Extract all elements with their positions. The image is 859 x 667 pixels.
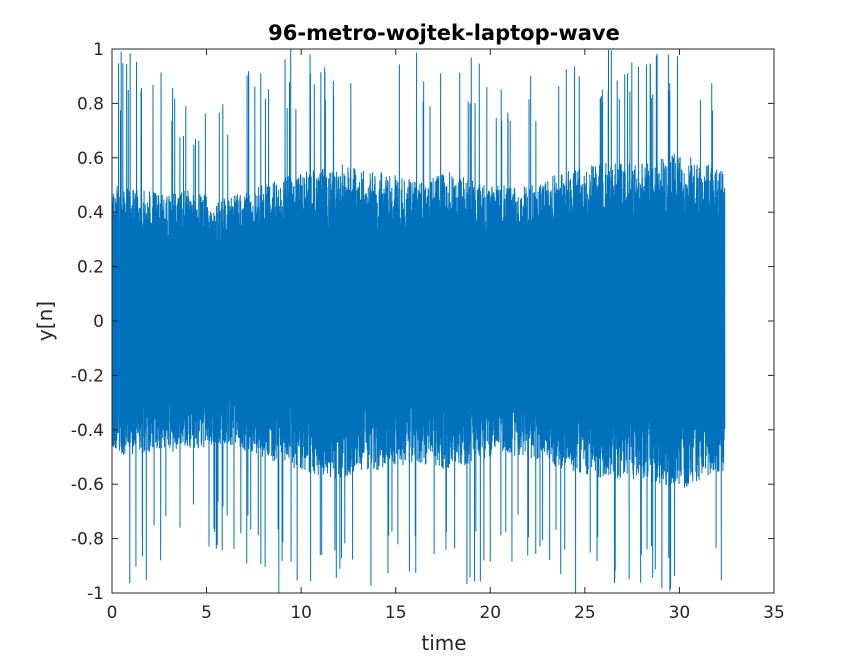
- y-tick-label: 0.4: [77, 203, 104, 223]
- x-tick-label: 30: [669, 603, 691, 623]
- y-tick-label: 0.8: [77, 94, 104, 114]
- y-tick-label: -0.6: [71, 475, 104, 495]
- y-tick-label: -0.8: [71, 530, 104, 550]
- y-tick-label: 1: [93, 40, 104, 60]
- x-axis-label: time: [421, 631, 466, 655]
- series-layer: [112, 49, 726, 593]
- x-tick-label: 20: [479, 603, 501, 623]
- y-tick-label: -0.4: [71, 421, 104, 441]
- y-axis-ticks: -1 -0.8 -0.6 -0.4 -0.2 0 0.2 0.4 0.6 0.8 1: [71, 40, 774, 604]
- y-tick-label: -0.2: [71, 366, 104, 386]
- y-tick-label: 0: [93, 312, 104, 332]
- x-tick-label: 35: [763, 603, 785, 623]
- waveform-line: [112, 49, 726, 593]
- y-tick-label: -1: [87, 584, 104, 604]
- x-tick-label: 0: [107, 603, 118, 623]
- x-tick-label: 15: [385, 603, 407, 623]
- x-tick-label: 10: [290, 603, 312, 623]
- x-tick-label: 25: [574, 603, 596, 623]
- y-tick-label: 0.6: [77, 149, 104, 169]
- chart-title: 96-metro-wojtek-laptop-wave: [268, 21, 620, 45]
- x-axis-ticks: 0 5 10 15 20 25 30 35: [107, 49, 785, 623]
- y-axis-label: y[n]: [33, 301, 57, 341]
- x-tick-label: 5: [201, 603, 212, 623]
- y-tick-label: 0.2: [77, 258, 104, 278]
